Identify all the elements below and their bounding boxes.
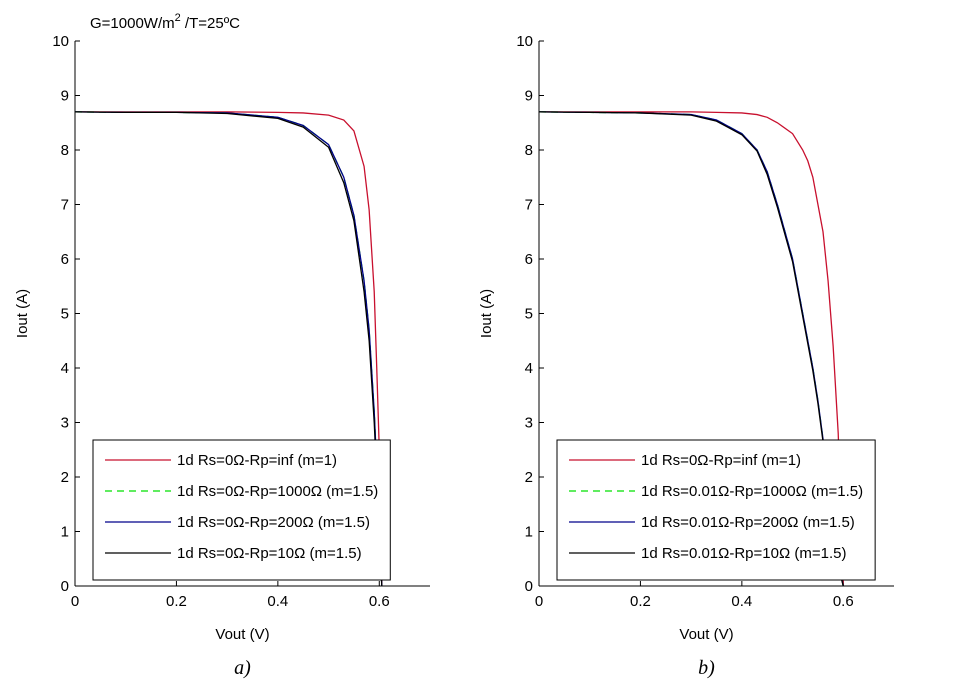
legend-label: 1d Rs=0Ω-Rp=inf (m=1) — [177, 452, 337, 469]
legend-label: 1d Rs=0Ω-Rp=200Ω (m=1.5) — [177, 514, 370, 531]
legend: 1d Rs=0Ω-Rp=inf (m=1) 1d Rs=0.01Ω-Rp=1000… — [556, 439, 876, 581]
y-tick-label: 6 — [61, 251, 69, 268]
x-tick-label: 0.2 — [630, 593, 651, 610]
legend-label: 1d Rs=0Ω-Rp=1000Ω (m=1.5) — [177, 483, 378, 500]
annotation-tail: /T=25ºC — [181, 15, 240, 32]
y-tick-label: 3 — [61, 415, 69, 432]
y-tick-label: 7 — [525, 197, 533, 214]
y-tick-label: 9 — [61, 88, 69, 105]
x-axis-label: Vout (V) — [215, 626, 269, 643]
y-tick-label: 3 — [525, 415, 533, 432]
y-tick-label: 0 — [61, 578, 69, 595]
y-tick-label: 6 — [525, 251, 533, 268]
legend-label: 1d Rs=0.01Ω-Rp=1000Ω (m=1.5) — [641, 483, 863, 500]
legend-label: 1d Rs=0.01Ω-Rp=10Ω (m=1.5) — [641, 545, 846, 562]
y-tick-label: 2 — [61, 469, 69, 486]
y-tick-label: 0 — [525, 578, 533, 595]
x-axis-label: Vout (V) — [679, 626, 733, 643]
x-tick-label: 0.4 — [731, 593, 752, 610]
y-tick-label: 5 — [525, 306, 533, 323]
y-tick-label: 10 — [516, 33, 533, 50]
caption: b) — [698, 657, 715, 679]
y-tick-label: 7 — [61, 197, 69, 214]
legend-box — [92, 439, 391, 581]
y-tick-label: 1 — [525, 524, 533, 541]
x-tick-label: 0.6 — [369, 593, 390, 610]
legend-label: 1d Rs=0Ω-Rp=10Ω (m=1.5) — [177, 545, 362, 562]
legend-label: 1d Rs=0.01Ω-Rp=200Ω (m=1.5) — [641, 514, 855, 531]
y-tick-label: 10 — [52, 33, 69, 50]
y-tick-label: 9 — [525, 88, 533, 105]
legend: 1d Rs=0Ω-Rp=inf (m=1) 1d Rs=0Ω-Rp=1000Ω (… — [92, 439, 391, 581]
y-tick-label: 5 — [61, 306, 69, 323]
x-tick-label: 0.4 — [267, 593, 288, 610]
y-tick-label: 8 — [61, 142, 69, 159]
series-line — [539, 111, 844, 586]
annotation-text: G=1000W/m — [90, 15, 175, 32]
x-tick-label: 0 — [71, 593, 79, 610]
legend-label: 1d Rs=0Ω-Rp=inf (m=1) — [641, 452, 801, 469]
x-tick-label: 0.6 — [833, 593, 854, 610]
legend-box — [556, 439, 876, 581]
y-tick-label: 8 — [525, 142, 533, 159]
y-axis-label: Iout (A) — [14, 289, 31, 338]
y-axis-label: Iout (A) — [478, 289, 495, 338]
series-line — [75, 111, 383, 586]
y-tick-label: 2 — [525, 469, 533, 486]
x-tick-label: 0.2 — [166, 593, 187, 610]
y-tick-label: 1 — [61, 524, 69, 541]
annotation-sup: 2 — [175, 12, 181, 24]
annotation: G=1000W/m2 /T=25ºC — [90, 12, 240, 32]
x-tick-label: 0 — [535, 593, 543, 610]
y-tick-label: 4 — [61, 360, 69, 377]
caption: a) — [234, 657, 251, 679]
y-tick-label: 4 — [525, 360, 533, 377]
